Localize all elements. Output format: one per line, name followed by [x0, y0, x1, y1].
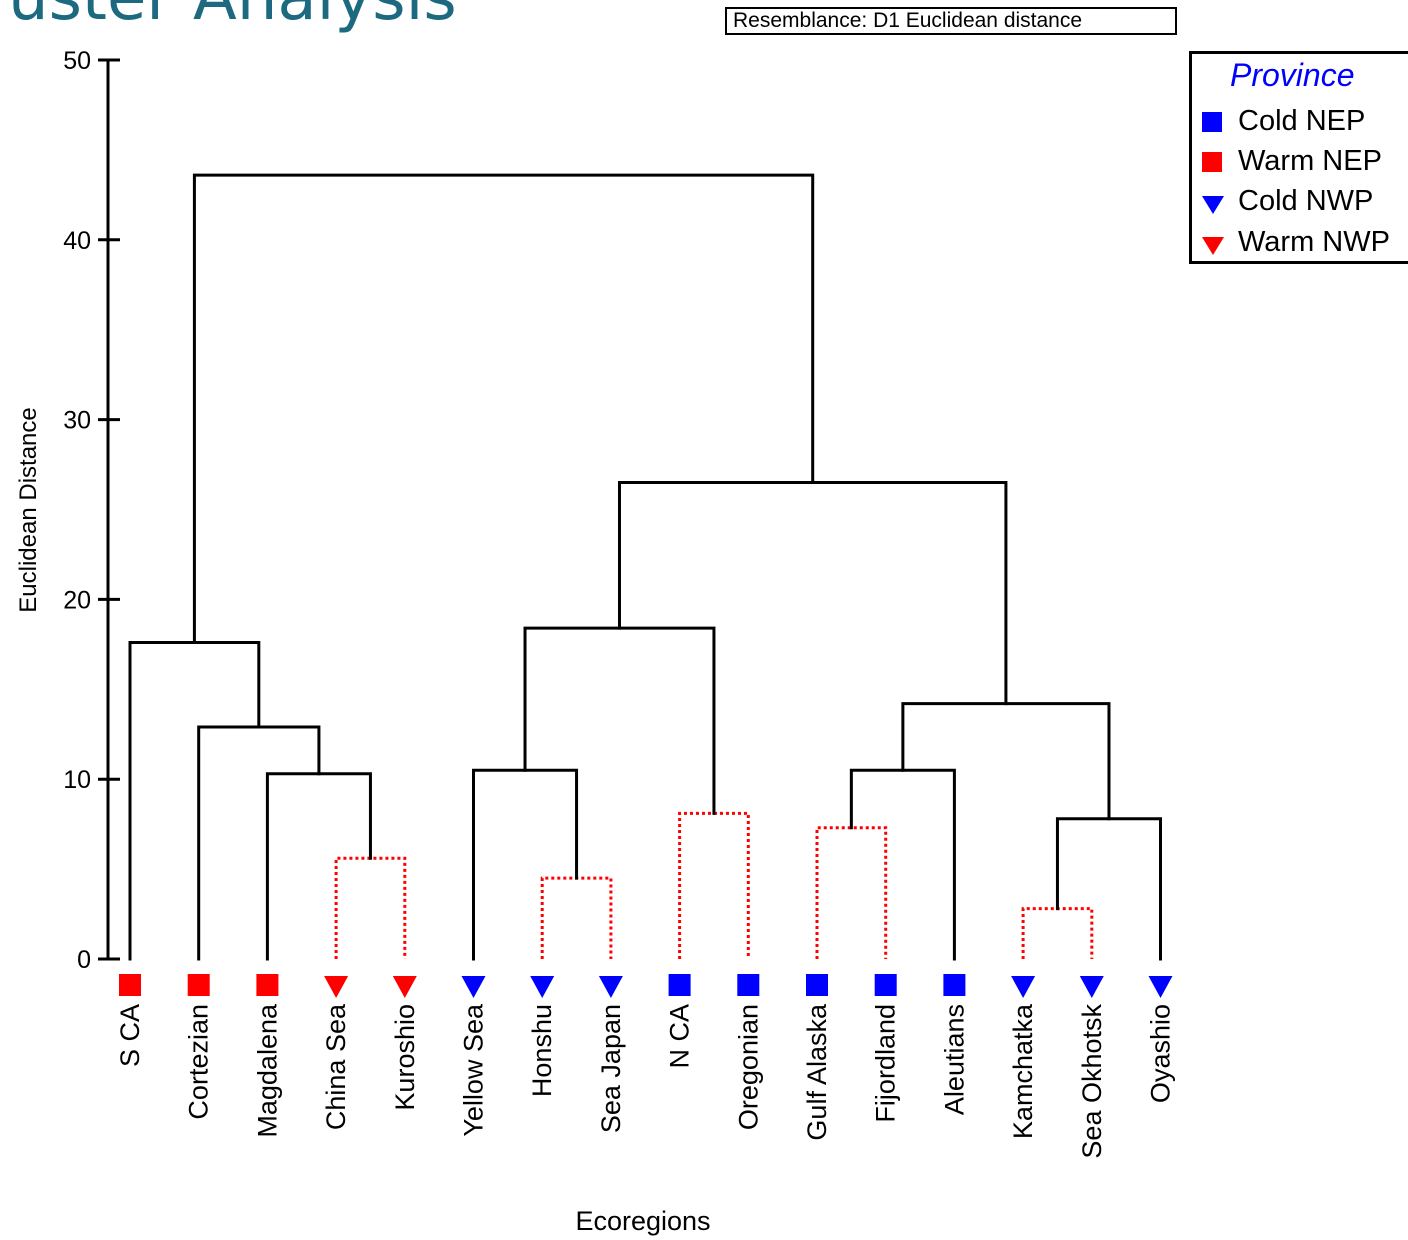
- y-tick-label: 40: [63, 227, 91, 255]
- dendrogram-branch: [128, 641, 261, 961]
- leaf-marker-red-square: [187, 974, 210, 996]
- dendrogram-branch-dotted: [678, 811, 750, 959]
- legend: Province Cold NEP Warm NEP Cold NWP Warm…: [1189, 51, 1408, 264]
- legend-item-warm-nwp: Warm NWP: [1200, 225, 1408, 265]
- leaf-label: Sea Japan: [596, 1004, 626, 1133]
- leaf-label: Oyashio: [1146, 1004, 1176, 1103]
- leaf-label: N CA: [665, 1004, 695, 1069]
- leaf-label: S CA: [115, 1004, 145, 1067]
- dendrogram-branch: [197, 725, 321, 961]
- dendrogram-branch-dotted: [1021, 907, 1094, 959]
- leaf-marker-blue-triangle: [461, 976, 486, 998]
- leaf-marker-red-square: [256, 974, 279, 996]
- legend-item-cold-nep: Cold NEP: [1200, 104, 1408, 144]
- leaf-label: Honshu: [527, 1004, 557, 1097]
- leaf-marker-blue-square: [668, 974, 691, 996]
- legend-item-warm-nep: Warm NEP: [1200, 144, 1408, 184]
- leaf-label: Kamchatka: [1008, 1003, 1038, 1139]
- dendrogram-branch: [265, 772, 372, 961]
- dendrogram-branch-dotted: [334, 856, 407, 959]
- legend-item-label: Cold NEP: [1238, 105, 1366, 137]
- dendrogram-branch: [523, 626, 716, 815]
- x-axis-label: Ecoregions: [575, 1206, 710, 1236]
- resemblance-label: Resemblance: D1 Euclidean distance: [725, 7, 1177, 35]
- y-tick-label: 10: [63, 766, 91, 794]
- leaf-marker-blue-square: [737, 974, 760, 996]
- red-triangle-down-icon: [1202, 233, 1224, 255]
- dendrogram-branch: [1055, 817, 1162, 961]
- leaf-label: Kuroshio: [390, 1004, 420, 1111]
- leaf-label: Gulf Alaska: [802, 1003, 832, 1141]
- y-tick-label: 30: [63, 407, 91, 435]
- leaf-label: Sea Okhotsk: [1077, 1004, 1107, 1159]
- page-title: uster Analysis: [8, 0, 457, 30]
- legend-title: Province: [1230, 57, 1355, 93]
- dendrogram-branch-dotted: [815, 826, 888, 959]
- leaf-marker-red-triangle: [324, 976, 349, 998]
- leaf-label: China Sea: [321, 1003, 351, 1130]
- dendrogram-branch: [472, 768, 579, 961]
- dendrogram-branch: [849, 768, 956, 961]
- leaf-marker-blue-triangle: [598, 976, 623, 998]
- legend-item-cold-nwp: Cold NWP: [1200, 184, 1408, 224]
- blue-triangle-down-icon: [1202, 192, 1224, 214]
- leaf-label: Cortezian: [184, 1004, 214, 1120]
- leaf-marker-blue-triangle: [1148, 976, 1173, 998]
- dendrogram-branch: [901, 702, 1111, 821]
- leaf-marker-blue-triangle: [1011, 976, 1036, 998]
- leaf-label: Yellow Sea: [459, 1003, 489, 1137]
- leaf-marker-red-triangle: [392, 976, 417, 998]
- leaf-marker-blue-triangle: [1079, 976, 1104, 998]
- y-tick-label: 0: [77, 946, 91, 974]
- dendrogram-branch-dotted: [540, 876, 613, 959]
- blue-square-icon: [1202, 112, 1222, 132]
- leaf-marker-blue-square: [943, 974, 966, 996]
- y-axis-label: Euclidean Distance: [15, 407, 42, 612]
- leaf-marker-blue-square: [874, 974, 897, 996]
- legend-item-label: Cold NWP: [1238, 185, 1374, 217]
- leaf-label: Oregonian: [733, 1004, 763, 1130]
- red-square-icon: [1202, 152, 1222, 172]
- dendrogram-branch: [617, 481, 1008, 706]
- legend-item-label: Warm NWP: [1238, 226, 1390, 258]
- leaf-label: Fijordland: [871, 1004, 901, 1123]
- y-tick-label: 50: [63, 47, 91, 75]
- leaf-marker-red-square: [119, 974, 141, 996]
- leaf-label: Aleutians: [939, 1004, 969, 1115]
- leaf-marker-blue-square: [806, 974, 828, 996]
- dendrogram-branch: [192, 173, 815, 645]
- leaf-marker-blue-triangle: [530, 976, 555, 998]
- y-tick-label: 20: [63, 586, 91, 614]
- leaf-label: Magdalena: [252, 1003, 282, 1138]
- legend-item-label: Warm NEP: [1238, 145, 1382, 177]
